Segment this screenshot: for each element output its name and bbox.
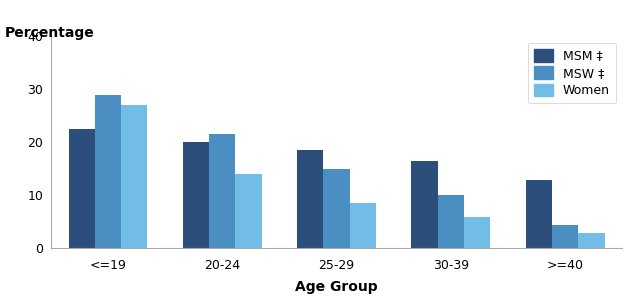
Bar	[411, 161, 438, 248]
Bar	[183, 142, 209, 248]
Bar	[323, 169, 350, 248]
Legend: MSM ‡, MSW ‡, Women: MSM ‡, MSW ‡, Women	[528, 43, 616, 104]
Bar	[578, 233, 605, 248]
Bar	[526, 179, 552, 248]
Bar	[464, 217, 490, 248]
Bar	[438, 195, 464, 248]
Bar	[95, 95, 121, 248]
X-axis label: Age Group: Age Group	[295, 280, 378, 294]
Bar	[297, 150, 323, 248]
Text: Percentage: Percentage	[5, 26, 95, 40]
Bar	[121, 105, 147, 248]
Bar	[236, 174, 262, 248]
Bar	[69, 129, 95, 248]
Bar	[552, 225, 578, 248]
Bar	[209, 135, 236, 248]
Bar	[350, 203, 376, 248]
